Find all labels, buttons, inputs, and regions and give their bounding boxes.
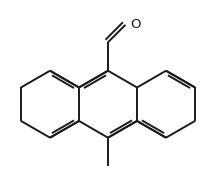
Text: O: O — [130, 18, 141, 31]
